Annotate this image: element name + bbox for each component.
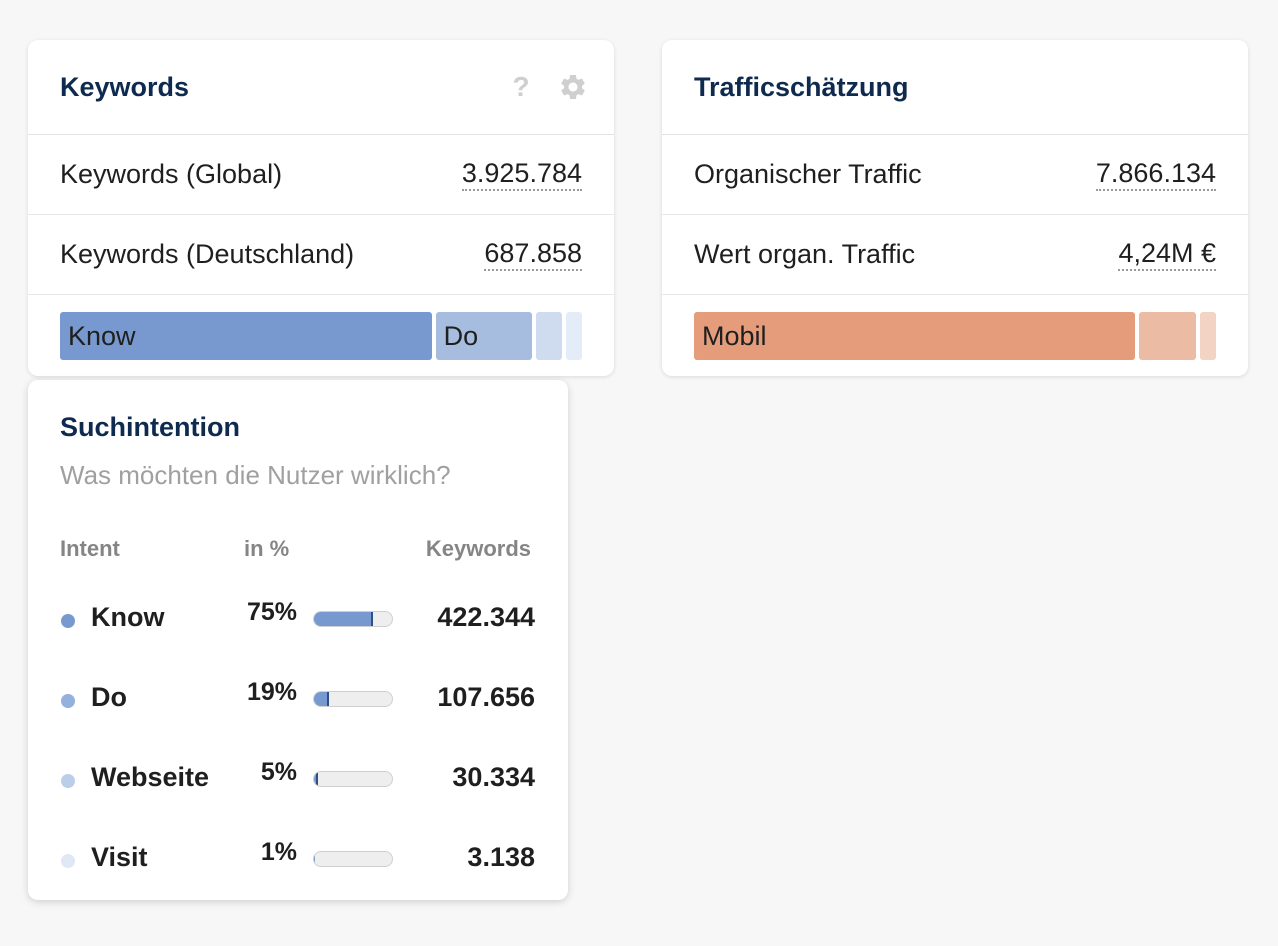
intent-dot (61, 614, 75, 628)
metric-label: Keywords (Global) (60, 159, 283, 189)
intent-keyword-count: 107.656 (437, 682, 535, 712)
intent-dot (61, 774, 75, 788)
metric-label: Keywords (Deutschland) (60, 239, 355, 269)
intent-segment-visit[interactable] (565, 312, 582, 360)
device-segment-mobile[interactable]: Mobil (694, 312, 1136, 360)
intent-dot (61, 854, 75, 868)
header-keywords: Keywords (425, 536, 531, 561)
keywords-de-value[interactable]: 687.858 (484, 238, 582, 271)
traffic-card-header: Trafficschätzung (662, 40, 1248, 135)
intent-segment-webseite[interactable] (536, 312, 562, 360)
intent-popup-subtitle: Was möchten die Nutzer wirklich? (60, 460, 451, 490)
intent-progress-bar (313, 691, 393, 707)
intent-progress-bar (313, 611, 393, 627)
intent-row-know: Know 75% 422.344 (28, 590, 568, 632)
header-percent: in % (244, 536, 290, 561)
intent-popup-title: Suchintention (60, 412, 240, 442)
metric-label: Organischer Traffic (694, 159, 922, 189)
intent-segment-do[interactable]: Do (435, 312, 533, 360)
intent-keyword-count: 3.138 (467, 842, 535, 872)
traffic-card: Trafficschätzung Organischer Traffic 7.8… (662, 40, 1248, 376)
intent-keyword-count: 30.334 (452, 762, 535, 792)
device-stacked-bar[interactable]: Mobil (694, 312, 1216, 360)
intent-percent: 75% (246, 598, 297, 626)
intent-dot (61, 694, 75, 708)
organic-traffic-value[interactable]: 7.866.134 (1095, 158, 1216, 191)
intent-popup: Suchintention Was möchten die Nutzer wir… (28, 380, 568, 900)
keywords-global-value[interactable]: 3.925.784 (461, 158, 582, 191)
organic-traffic-row: Organischer Traffic 7.866.134 (662, 135, 1248, 215)
intent-stacked-bar[interactable]: Know Do (60, 312, 582, 360)
intent-name: Know (91, 602, 165, 632)
intent-row-do: Do 19% 107.656 (28, 670, 568, 712)
intent-row-visit: Visit 1% 3.138 (28, 830, 568, 872)
intent-name: Do (91, 682, 127, 712)
intent-percent: 5% (260, 758, 297, 786)
intent-progress-bar (313, 851, 393, 867)
device-segment-other[interactable] (1199, 312, 1216, 360)
metric-label: Wert organ. Traffic (694, 239, 916, 269)
header-intent: Intent (60, 536, 120, 561)
device-segment-desktop[interactable] (1139, 312, 1196, 360)
intent-name: Webseite (91, 762, 210, 792)
traffic-value-row: Wert organ. Traffic 4,24M € (662, 215, 1248, 295)
intent-segment-know[interactable]: Know (60, 312, 432, 360)
intent-percent: 1% (260, 838, 297, 866)
keywords-card-header: Keywords ? (28, 40, 614, 135)
gear-icon[interactable] (558, 72, 588, 102)
keywords-global-row: Keywords (Global) 3.925.784 (28, 135, 614, 215)
keywords-card: Keywords ? Keywords (Global) 3.925.784 K… (28, 40, 614, 376)
traffic-card-title: Trafficschätzung (694, 71, 909, 102)
intent-keyword-count: 422.344 (437, 602, 535, 632)
intent-percent: 19% (246, 678, 297, 706)
intent-row-webseite: Webseite 5% 30.334 (28, 750, 568, 792)
question-icon[interactable]: ? (512, 71, 530, 102)
traffic-value-value[interactable]: 4,24M € (1118, 238, 1216, 271)
intent-name: Visit (91, 842, 148, 872)
keywords-de-row: Keywords (Deutschland) 687.858 (28, 215, 614, 295)
intent-progress-bar (313, 771, 393, 787)
keywords-card-title: Keywords (60, 71, 190, 102)
